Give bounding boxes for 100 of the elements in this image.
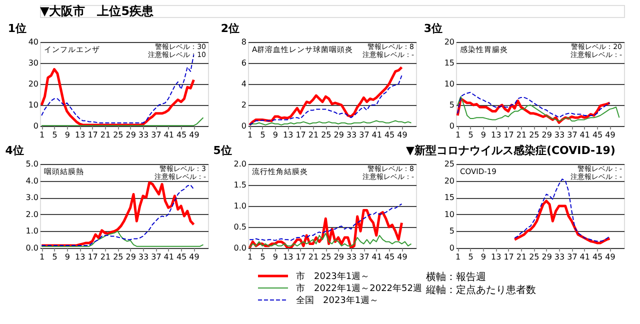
- chart-title: 2位: [220, 22, 240, 35]
- x-tick-label: 37: [151, 130, 162, 140]
- x-tick-label: 5: [52, 252, 58, 262]
- x-tick-label: 41: [164, 252, 174, 262]
- x-tick-label: 21: [308, 252, 319, 262]
- x-tick-label: 45: [592, 130, 603, 140]
- x-tick-label: 17: [88, 130, 98, 140]
- legend-label: 全国 2023年1週～: [296, 295, 379, 306]
- x-tick-label: 5: [468, 252, 474, 262]
- y-tick-label: 2: [241, 100, 246, 110]
- x-tick-label: 13: [75, 130, 86, 140]
- x-tick-label: 29: [334, 252, 344, 262]
- y-tick-label: 10: [444, 210, 454, 219]
- x-tick-label: 25: [113, 130, 124, 140]
- y-tick-label: 25: [444, 160, 454, 168]
- chart-title: 5位: [213, 144, 232, 157]
- x-tick-label: 1: [456, 252, 461, 262]
- line-series: [41, 117, 204, 126]
- y-tick-label: 20: [444, 176, 454, 186]
- x-tick-label: 17: [296, 130, 306, 140]
- x-tick-label: 49: [189, 252, 200, 262]
- line-series: [513, 200, 611, 244]
- x-tick-label: 49: [189, 130, 200, 140]
- line-series: [249, 75, 402, 126]
- x-tick-label: 1: [248, 252, 253, 262]
- text: 縦軸：定点あたり患者数: [425, 284, 536, 296]
- x-tick-label: 5: [468, 130, 474, 140]
- x-tick-label: 49: [397, 130, 408, 140]
- y-tick-label: 20: [444, 38, 454, 46]
- y-tick-label: 2.0: [234, 160, 246, 168]
- x-tick-label: 17: [504, 252, 514, 262]
- x-tick-label: 17: [504, 130, 514, 140]
- x-tick-label: 17: [88, 252, 98, 262]
- x-tick-label: 45: [176, 252, 187, 262]
- line-series: [41, 230, 204, 247]
- x-tick-label: 49: [397, 252, 408, 262]
- x-tick-label: 29: [126, 252, 136, 262]
- y-tick-label: 8: [241, 38, 246, 46]
- x-tick-label: 1: [40, 252, 45, 262]
- y-tick-label: 0.5: [234, 222, 246, 232]
- x-tick-label: 41: [164, 130, 174, 140]
- x-tick-label: 33: [138, 252, 149, 262]
- x-tick-label: 25: [529, 252, 540, 262]
- y-tick-label: 0: [449, 122, 454, 130]
- x-tick-label: 1: [248, 130, 253, 140]
- y-tick-label: 10: [28, 100, 38, 110]
- y-tick-label: 1.0: [26, 226, 38, 236]
- x-tick-label: 41: [580, 130, 590, 140]
- x-tick-label: 9: [272, 252, 278, 262]
- x-tick-label: 33: [346, 130, 357, 140]
- x-tick-label: 25: [529, 130, 540, 140]
- x-tick-label: 5: [260, 130, 266, 140]
- x-tick-label: 29: [542, 130, 552, 140]
- line-series: [457, 96, 620, 122]
- x-tick-label: 9: [272, 130, 278, 140]
- x-tick-label: 33: [554, 252, 565, 262]
- x-tick-label: 45: [176, 130, 187, 140]
- y-tick-label: 6: [241, 58, 246, 68]
- x-tick-label: 13: [491, 252, 502, 262]
- y-tick-label: 4: [241, 80, 246, 88]
- x-tick-label: 37: [151, 252, 162, 262]
- y-tick-label: 2.0: [26, 210, 38, 219]
- line-series: [249, 203, 402, 241]
- x-tick-label: 41: [580, 252, 590, 262]
- x-tick-label: 5: [260, 252, 266, 262]
- legend-label: 市 2023年1週～: [296, 271, 370, 282]
- chart-title: 4位: [5, 144, 24, 157]
- y-tick-label: 10: [444, 80, 454, 88]
- line-series: [249, 232, 412, 248]
- x-tick-label: 49: [605, 252, 616, 262]
- text: ▼大阪市 上位5疾患: [40, 4, 155, 18]
- x-tick-label: 21: [100, 130, 111, 140]
- x-tick-label: 1: [40, 130, 45, 140]
- x-tick-label: 1: [456, 130, 461, 140]
- x-tick-label: 45: [384, 252, 395, 262]
- y-tick-label: 15: [444, 58, 454, 68]
- x-tick-label: 21: [516, 130, 527, 140]
- x-tick-label: 29: [126, 130, 136, 140]
- x-tick-label: 33: [554, 130, 565, 140]
- x-tick-label: 17: [296, 252, 306, 262]
- x-tick-label: 9: [64, 130, 70, 140]
- y-tick-label: 3.0: [26, 193, 38, 202]
- x-tick-label: 13: [283, 130, 294, 140]
- x-tick-label: 41: [372, 252, 382, 262]
- x-tick-label: 9: [480, 252, 486, 262]
- x-tick-label: 37: [359, 130, 370, 140]
- x-tick-label: 9: [64, 252, 70, 262]
- x-tick-label: 33: [346, 252, 357, 262]
- x-tick-label: 21: [100, 252, 111, 262]
- line-series: [457, 92, 610, 118]
- line-series: [40, 68, 195, 126]
- x-tick-label: 37: [359, 252, 370, 262]
- x-tick-label: 29: [542, 252, 552, 262]
- y-tick-label: 0.0: [234, 244, 246, 252]
- legend-label: 市 2022年1週～2022年52週: [296, 283, 422, 294]
- x-tick-label: 25: [113, 252, 124, 262]
- y-tick-label: 0.0: [26, 244, 38, 252]
- x-tick-label: 45: [384, 130, 395, 140]
- x-tick-label: 13: [491, 130, 502, 140]
- y-tick-label: 40: [28, 38, 38, 46]
